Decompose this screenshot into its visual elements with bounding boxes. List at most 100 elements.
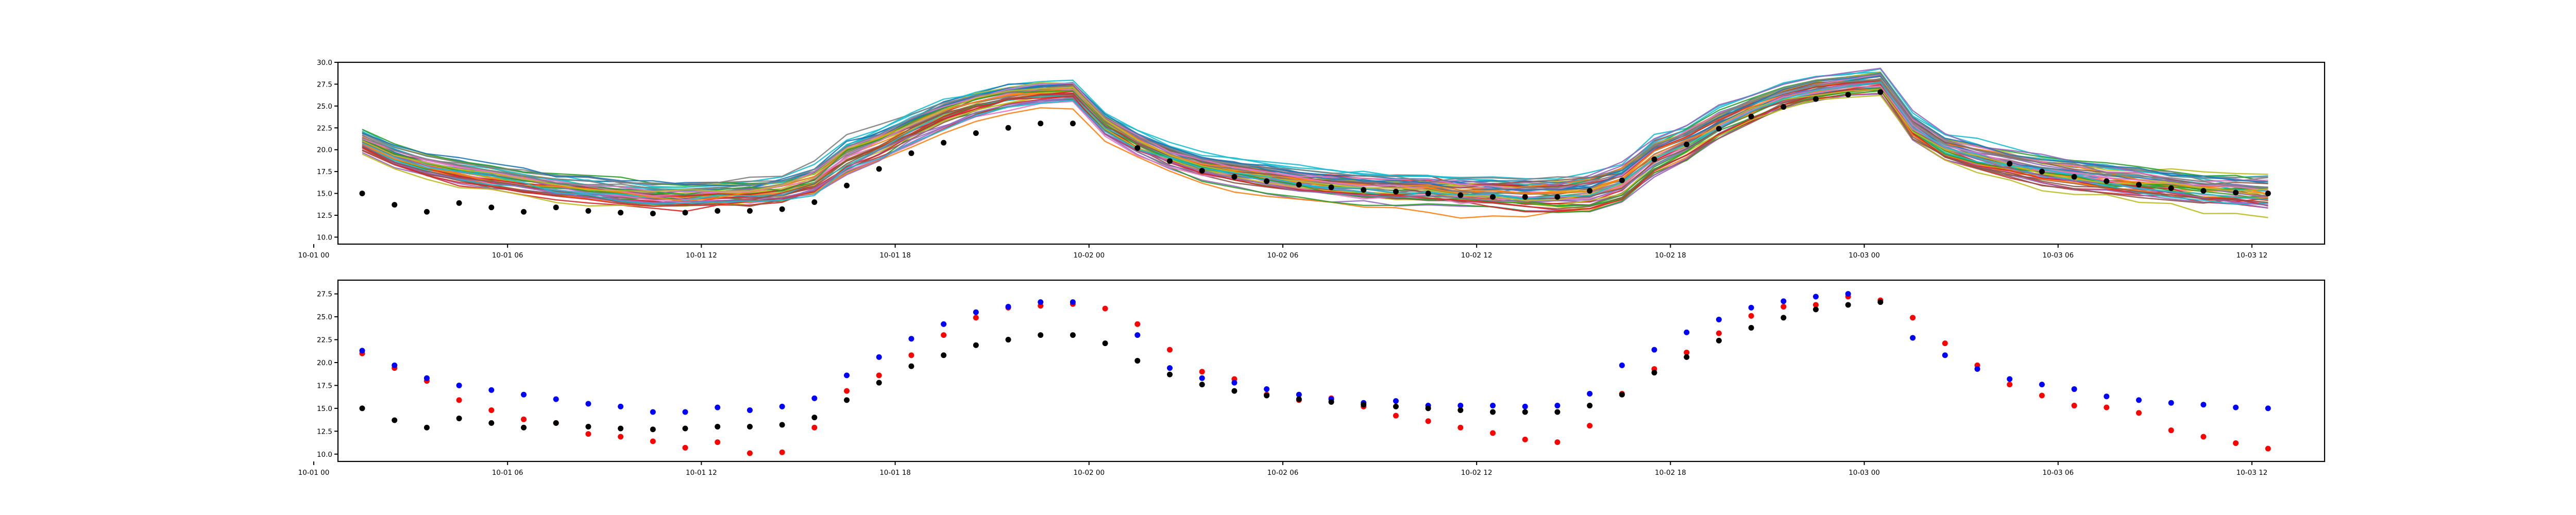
red-series-point	[2136, 410, 2142, 416]
red-series-point	[1716, 330, 1722, 336]
red-series-point	[747, 450, 753, 456]
observed-point	[779, 206, 785, 212]
red-series-point	[2168, 427, 2174, 434]
observed-point	[1748, 113, 1754, 119]
x-tick-label: 10-01 18	[879, 469, 911, 477]
ensemble-member-line	[362, 87, 2268, 201]
black-series-point	[844, 397, 850, 403]
x-tick-label: 10-01 18	[879, 251, 911, 260]
y-tick-label: 17.5	[317, 382, 332, 390]
red-series-point	[1942, 340, 1948, 347]
comparison-x-ticks: 10-01 00 10-01 06 10-01 12 10-01 18 10-02 00…	[298, 461, 2268, 477]
red-series-point	[1910, 315, 1916, 321]
blue-series-point	[2233, 404, 2239, 410]
blue-series-point	[423, 375, 430, 381]
ensemble-member-line	[362, 87, 2268, 207]
x-tick-label: 10-01 00	[298, 251, 330, 260]
blue-series-point	[844, 372, 850, 379]
observed-point	[650, 211, 656, 217]
black-series-point	[1199, 382, 1205, 388]
black-series-point	[1070, 332, 1076, 338]
red-series-point	[2233, 440, 2239, 446]
blue-series-point	[2071, 386, 2077, 392]
blue-series-point	[1684, 329, 1690, 335]
observed-point	[488, 204, 495, 211]
observed-point	[1393, 188, 1399, 195]
blue-series-point	[1716, 316, 1722, 322]
black-series-point	[1393, 403, 1399, 409]
blue-series-point	[1522, 403, 1528, 409]
black-series-point	[1877, 299, 1884, 305]
blue-series-point	[1974, 366, 1980, 372]
ensemble-member-line	[362, 72, 2268, 191]
red-series-point	[973, 315, 979, 321]
observed-point	[1425, 191, 1431, 197]
y-tick-label: 20.0	[317, 359, 332, 367]
observed-point	[1489, 194, 1496, 200]
black-series-point	[585, 423, 591, 430]
observed-point	[2168, 185, 2174, 191]
red-series-point	[1102, 305, 1108, 312]
y-tick-label: 20.0	[317, 146, 332, 154]
red-series-point	[941, 332, 947, 338]
blue-series-point	[1167, 365, 1173, 371]
black-series-point	[779, 422, 785, 428]
observed-point	[392, 202, 398, 208]
red-series-point	[1554, 439, 1561, 445]
observed-point	[2039, 168, 2045, 175]
black-series-point	[1038, 332, 1044, 338]
black-series-point	[1425, 405, 1431, 411]
black-series-point	[1231, 388, 1238, 394]
observed-point	[1328, 184, 1334, 191]
ensemble-lines	[362, 67, 2268, 219]
black-series-point	[1619, 391, 1625, 398]
black-series-point	[1489, 409, 1496, 415]
observed-point	[1199, 167, 1205, 174]
ensemble-member-line	[362, 81, 2268, 205]
x-tick-label: 10-02 12	[1461, 251, 1493, 260]
red-series-point	[2265, 445, 2271, 452]
red-series-point	[585, 431, 591, 437]
black-series-point	[1005, 337, 1011, 343]
observed-point	[973, 130, 979, 136]
red-series-point	[876, 372, 882, 379]
y-tick-label: 25.0	[317, 102, 332, 111]
red-series-point	[1167, 347, 1173, 353]
black-series-point	[1587, 403, 1593, 409]
black-series-point	[1167, 371, 1173, 377]
x-tick-label: 10-02 00	[1073, 469, 1105, 477]
x-tick-label: 10-03 12	[2236, 469, 2268, 477]
comparison-markers	[359, 291, 2271, 456]
blue-series-point	[1619, 362, 1625, 368]
blue-series-point	[811, 395, 818, 401]
black-series-point	[553, 420, 559, 426]
observed-point	[1619, 177, 1625, 183]
red-series-point	[1781, 304, 1787, 310]
x-tick-label: 10-02 06	[1267, 251, 1299, 260]
ensemble-member-line	[362, 82, 2268, 198]
blue-series-point	[2200, 402, 2207, 408]
blue-series-point	[2265, 405, 2271, 411]
black-series-point	[1361, 402, 1367, 408]
comparison-panel: 10-01 00 10-01 06 10-01 12 10-01 18 10-02 00…	[298, 279, 2326, 477]
x-tick-label: 10-03 06	[2042, 251, 2074, 260]
blue-series-point	[779, 403, 785, 409]
ensemble-panel: 10-01 00 10-01 06 10-01 12 10-01 18 10-02 00…	[298, 59, 2326, 260]
black-series-point	[941, 352, 947, 358]
black-series-point	[1684, 354, 1690, 360]
observed-point	[1781, 104, 1787, 110]
blue-series-point	[1199, 375, 1205, 381]
observed-point	[1134, 145, 1141, 151]
black-series-point	[1102, 340, 1108, 347]
black-series-point	[423, 424, 430, 431]
blue-series-point	[908, 336, 914, 342]
red-series-point	[1489, 430, 1496, 436]
observed-point	[1845, 92, 1851, 98]
x-tick-label: 10-02 12	[1461, 469, 1493, 477]
observed-point	[1231, 174, 1238, 180]
blue-series-point	[521, 391, 527, 398]
black-series-point	[1812, 306, 1819, 313]
red-series-point	[456, 397, 462, 403]
blue-series-point	[1038, 299, 1044, 305]
